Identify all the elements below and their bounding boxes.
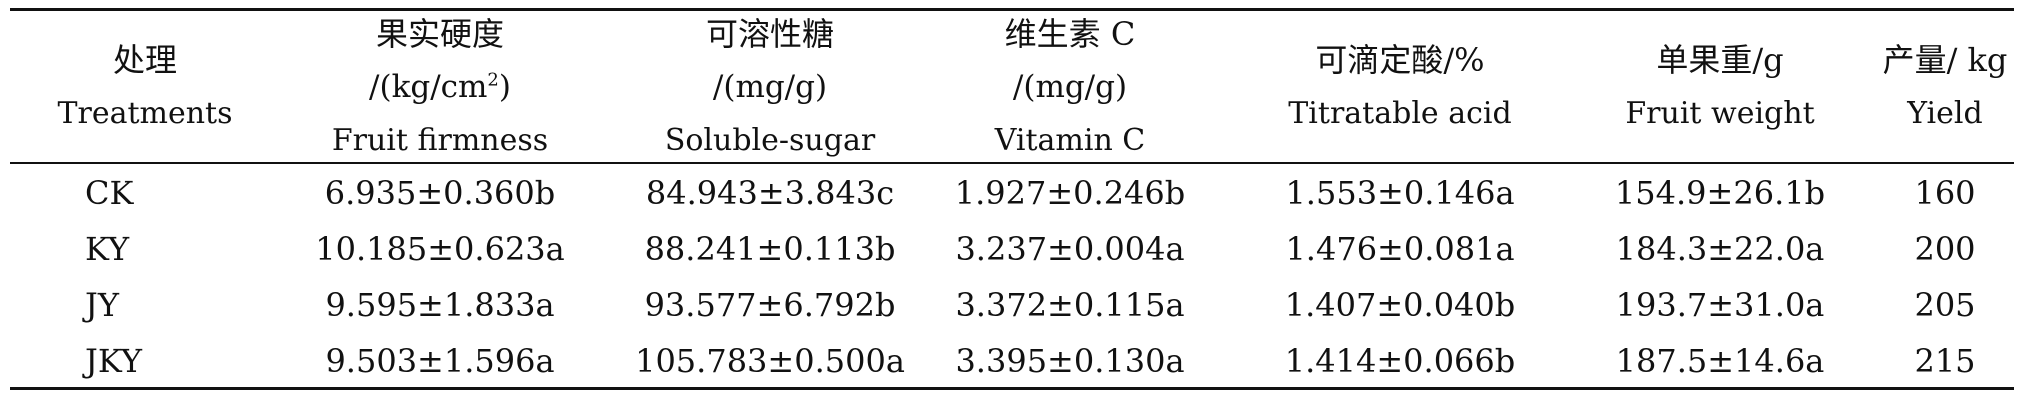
header-yield: 产量/ kg Yield (1870, 14, 2020, 160)
header-firmness-unit: /(kg/cm2) (369, 61, 511, 114)
header-vitc-cn: 维生素 C (1004, 14, 1136, 53)
header-acid-en: Titratable acid (1288, 96, 1512, 131)
header-sugar-cn: 可溶性糖 (705, 14, 834, 53)
cell-yield: 200 (1914, 230, 1976, 268)
header-firmness-unit-sup: 2 (487, 69, 499, 91)
table-row: JY 9.595±1.833a 93.577±6.792b 3.372±0.11… (0, 277, 2024, 333)
header-firmness-unit-close: ) (498, 68, 511, 105)
header-acid-cn: 可滴定酸/% (1315, 41, 1485, 79)
header-soluble-sugar: 可溶性糖 /(mg/g) Soluble-sugar (620, 14, 920, 160)
cell-vitamin-c: 3.372±0.115a (955, 286, 1185, 324)
table-bottom-rule (10, 387, 2014, 390)
cell-fruit-weight: 184.3±22.0a (1615, 230, 1825, 268)
cell-soluble-sugar: 93.577±6.792b (644, 286, 896, 324)
header-weight-cn: 单果重/g (1656, 41, 1784, 79)
header-vitc-unit: /(mg/g) (1012, 68, 1128, 105)
cell-soluble-sugar: 88.241±0.113b (644, 230, 896, 268)
cell-fruit-firmness: 6.935±0.360b (324, 174, 556, 212)
cell-fruit-weight: 193.7±31.0a (1615, 286, 1825, 324)
cell-fruit-firmness: 9.503±1.596a (325, 342, 555, 380)
cell-treatment: JKY (85, 342, 142, 380)
cell-vitamin-c: 3.395±0.130a (955, 342, 1185, 380)
header-firmness-unit-base: /(kg/cm (369, 68, 488, 105)
cell-yield: 215 (1914, 342, 1976, 380)
table-row: JKY 9.503±1.596a 105.783±0.500a 3.395±0.… (0, 333, 2024, 389)
header-yield-en: Yield (1907, 96, 1983, 131)
table-row: KY 10.185±0.623a 88.241±0.113b 3.237±0.0… (0, 221, 2024, 277)
cell-vitamin-c: 3.237±0.004a (955, 230, 1185, 268)
cell-titratable-acid: 1.407±0.040b (1284, 286, 1516, 324)
header-titratable-acid: 可滴定酸/% Titratable acid (1260, 14, 1540, 160)
cell-yield: 160 (1914, 174, 1976, 212)
cell-titratable-acid: 1.553±0.146a (1285, 174, 1515, 212)
header-sugar-unit: /(mg/g) (712, 68, 828, 105)
cell-treatment: CK (85, 174, 134, 212)
header-firmness-en: Fruit firmness (331, 122, 549, 158)
header-fruit-firmness: 果实硬度 /(kg/cm2) Fruit firmness (300, 14, 580, 160)
cell-soluble-sugar: 84.943±3.843c (645, 174, 895, 212)
header-treatments: 处理 Treatments (40, 14, 250, 160)
header-fruit-weight: 单果重/g Fruit weight (1600, 14, 1840, 160)
cell-fruit-weight: 187.5±14.6a (1615, 342, 1825, 380)
header-firmness-cn: 果实硬度 (375, 14, 504, 53)
table-top-rule (10, 8, 2014, 11)
cell-titratable-acid: 1.476±0.081a (1285, 230, 1515, 268)
header-vitamin-c: 维生素 C /(mg/g) Vitamin C (940, 14, 1200, 160)
cell-treatment: JY (85, 286, 119, 324)
cell-fruit-firmness: 10.185±0.623a (315, 230, 565, 268)
header-treatments-cn: 处理 (112, 41, 177, 79)
cell-vitamin-c: 1.927±0.246b (954, 174, 1186, 212)
cell-treatment: KY (85, 230, 130, 268)
header-weight-en: Fruit weight (1625, 96, 1815, 131)
header-yield-cn: 产量/ kg (1882, 41, 2008, 79)
table-header-rule (10, 162, 2014, 164)
header-sugar-en: Soluble-sugar (664, 122, 876, 158)
cell-yield: 205 (1914, 286, 1976, 324)
header-treatments-en: Treatments (57, 96, 233, 131)
cell-fruit-weight: 154.9±26.1b (1614, 174, 1826, 212)
cell-fruit-firmness: 9.595±1.833a (325, 286, 555, 324)
header-vitc-en: Vitamin C (994, 122, 1146, 158)
cell-titratable-acid: 1.414±0.066b (1284, 342, 1516, 380)
table-row: CK 6.935±0.360b 84.943±3.843c 1.927±0.24… (0, 165, 2024, 221)
cell-soluble-sugar: 105.783±0.500a (635, 342, 905, 380)
